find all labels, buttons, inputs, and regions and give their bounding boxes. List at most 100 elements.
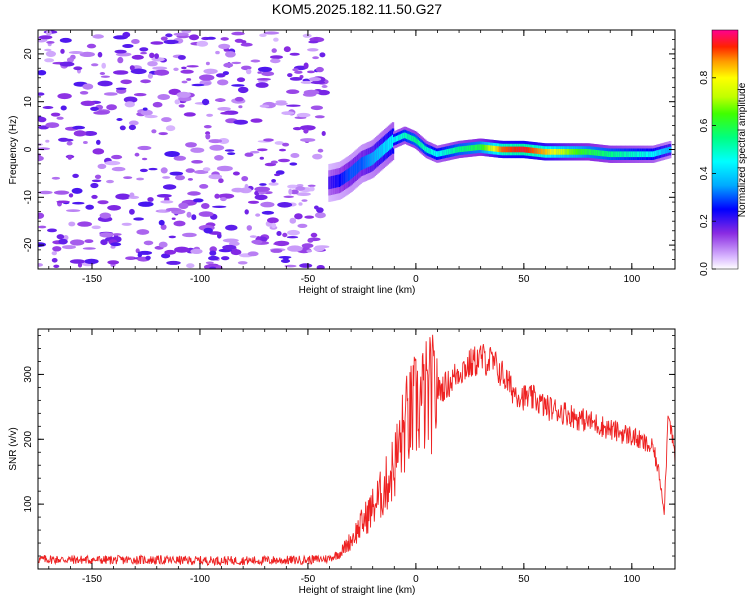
noise-cell bbox=[122, 44, 134, 48]
noise-cell bbox=[56, 116, 64, 120]
x-tick-label: 0 bbox=[413, 574, 419, 585]
noise-cell bbox=[166, 260, 181, 265]
noise-cell bbox=[38, 35, 53, 40]
noise-cell bbox=[100, 75, 110, 78]
noise-cell bbox=[117, 56, 124, 64]
x-tick-label: 50 bbox=[518, 574, 530, 585]
noise-cell bbox=[148, 167, 158, 171]
signal-cell bbox=[507, 146, 510, 153]
noise-cell bbox=[312, 153, 323, 160]
y-tick-label: 100 bbox=[23, 495, 34, 512]
noise-cell bbox=[154, 53, 160, 59]
signal-cell bbox=[523, 146, 527, 153]
signal-cell bbox=[438, 150, 441, 157]
noise-cell bbox=[273, 37, 279, 42]
signal-cell bbox=[548, 149, 551, 155]
noise-cell bbox=[133, 93, 147, 97]
noise-cell bbox=[287, 245, 303, 252]
noise-cell bbox=[138, 201, 154, 207]
noise-cell bbox=[299, 263, 313, 268]
noise-cell bbox=[106, 179, 114, 184]
noise-cell bbox=[231, 84, 245, 87]
noise-cell bbox=[231, 31, 245, 36]
signal-cell bbox=[657, 150, 660, 156]
signal-cell bbox=[615, 151, 619, 158]
noise-cell bbox=[259, 156, 264, 160]
noise-cell bbox=[136, 177, 145, 181]
noise-cell bbox=[183, 112, 196, 117]
noise-cell bbox=[278, 255, 292, 259]
noise-cell bbox=[160, 167, 168, 174]
noise-cell bbox=[296, 184, 304, 187]
noise-cell bbox=[147, 197, 154, 202]
signal-cell bbox=[529, 147, 532, 153]
colorbar-tick-label: 0.8 bbox=[699, 70, 710, 84]
x-tick-label: -100 bbox=[190, 274, 210, 285]
noise-cell bbox=[151, 57, 165, 62]
noise-cell bbox=[51, 258, 58, 263]
signal-cell bbox=[601, 150, 605, 157]
noise-cell bbox=[178, 104, 185, 108]
signal-cell bbox=[640, 151, 643, 158]
signal-cell bbox=[393, 137, 396, 143]
y-tick-label: 0 bbox=[23, 146, 34, 152]
noise-cell bbox=[271, 179, 276, 183]
noise-cell bbox=[176, 91, 191, 98]
signal-cell bbox=[450, 148, 453, 155]
noise-cell bbox=[187, 178, 193, 181]
noise-cell bbox=[205, 133, 211, 140]
snr-axes: -150 -100 -50 0 50 100 100 200 300 bbox=[23, 329, 676, 585]
noise-cell bbox=[72, 173, 79, 178]
signal-cell bbox=[395, 135, 399, 142]
signal-cell bbox=[593, 149, 597, 156]
noise-cell bbox=[152, 101, 163, 108]
noise-cell bbox=[282, 142, 290, 147]
signal-cell bbox=[492, 145, 496, 152]
noise-cell bbox=[59, 61, 75, 67]
signal-cell bbox=[649, 151, 652, 158]
signal-cell bbox=[577, 149, 580, 155]
signal-cell bbox=[328, 176, 331, 190]
signal-cell bbox=[481, 144, 484, 151]
noise-cell bbox=[56, 200, 70, 204]
noise-cell bbox=[154, 69, 170, 76]
noise-cell bbox=[53, 190, 70, 195]
signal-cell bbox=[385, 140, 388, 154]
noise-cell bbox=[91, 179, 102, 183]
signal-cell bbox=[571, 149, 575, 155]
signal-cell bbox=[599, 150, 602, 156]
signal-cell bbox=[525, 146, 528, 153]
noise-cell bbox=[142, 107, 148, 111]
colorbar-label: Normalized spectral amplitude bbox=[737, 82, 748, 217]
noise-cell bbox=[319, 52, 326, 58]
noise-cell bbox=[297, 223, 308, 228]
noise-cell bbox=[80, 100, 96, 107]
signal-cell bbox=[478, 144, 481, 150]
noise-cell bbox=[72, 125, 85, 130]
signal-cell bbox=[363, 156, 366, 169]
signal-cell bbox=[661, 148, 664, 155]
signal-cell bbox=[477, 144, 480, 151]
signal-cell bbox=[600, 150, 603, 157]
noise-cell bbox=[45, 122, 60, 128]
noise-cell bbox=[254, 186, 270, 192]
signal-cell bbox=[482, 144, 485, 151]
noise-cell bbox=[38, 190, 53, 195]
noise-cell bbox=[274, 101, 288, 106]
signal-cell bbox=[575, 149, 579, 155]
noise-cell bbox=[113, 70, 129, 75]
signal-cell bbox=[435, 151, 439, 157]
noise-cell bbox=[180, 69, 194, 74]
noise-cell bbox=[84, 258, 99, 264]
noise-cell bbox=[208, 174, 223, 180]
noise-cell bbox=[303, 89, 320, 95]
signal-cell bbox=[384, 141, 387, 155]
signal-cell bbox=[534, 147, 537, 154]
signal-cell bbox=[522, 146, 525, 153]
noise-cell bbox=[225, 224, 238, 231]
colorbar-gradient bbox=[711, 29, 739, 270]
signal-cell bbox=[628, 151, 632, 158]
signal-cell bbox=[336, 174, 339, 188]
noise-cell bbox=[122, 31, 131, 38]
